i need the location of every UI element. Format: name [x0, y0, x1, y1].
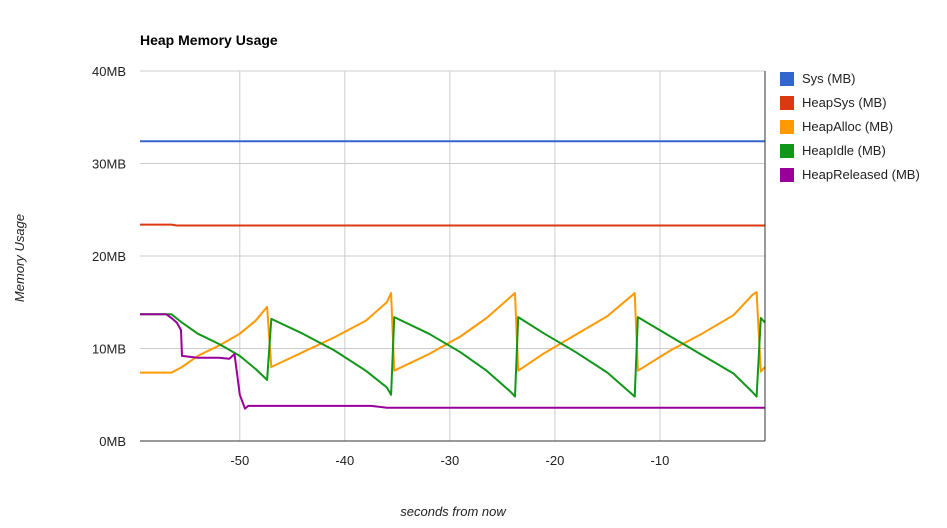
legend-swatch-3	[780, 144, 794, 158]
legend-swatch-0	[780, 72, 794, 86]
series-lines	[140, 140, 766, 410]
grid-lines	[140, 70, 765, 441]
series-line-4	[140, 313, 765, 410]
legend-swatch-4	[780, 168, 794, 182]
axes	[140, 71, 766, 442]
legend-label-1: HeapSys (MB)	[802, 95, 887, 110]
legend-swatch-2	[780, 120, 794, 134]
legend-label-2: HeapAlloc (MB)	[802, 119, 893, 134]
legend-label-0: Sys (MB)	[802, 71, 855, 86]
y-tick-label: 0MB	[99, 434, 126, 449]
y-tick-label: 10MB	[92, 342, 126, 357]
series-line-3	[140, 313, 766, 398]
y-tick-label: 40MB	[92, 64, 126, 79]
legend: Sys (MB) HeapSys (MB) HeapAlloc (MB) HeapId…	[780, 71, 920, 182]
y-axis-label: Memory Usage	[12, 214, 27, 302]
y-tick-label: 30MB	[92, 157, 126, 172]
legend-swatch-1	[780, 96, 794, 110]
x-tick-label: -40	[335, 453, 354, 468]
y-tick-label: 20MB	[92, 249, 126, 264]
x-tick-label: -50	[230, 453, 249, 468]
x-tick-label: -10	[651, 453, 670, 468]
y-axis-ticks: 0MB 10MB 20MB 30MB 40MB	[92, 64, 126, 449]
series-line-1	[140, 223, 765, 227]
x-tick-label: -30	[440, 453, 459, 468]
chart-title: Heap Memory Usage	[140, 32, 278, 48]
x-axis-label: seconds from now	[400, 504, 507, 519]
legend-label-4: HeapReleased (MB)	[802, 167, 920, 182]
x-axis-ticks: -50 -40 -30 -20 -10	[230, 453, 669, 468]
series-line-2	[140, 291, 766, 374]
legend-label-3: HeapIdle (MB)	[802, 143, 886, 158]
x-tick-label: -20	[546, 453, 565, 468]
